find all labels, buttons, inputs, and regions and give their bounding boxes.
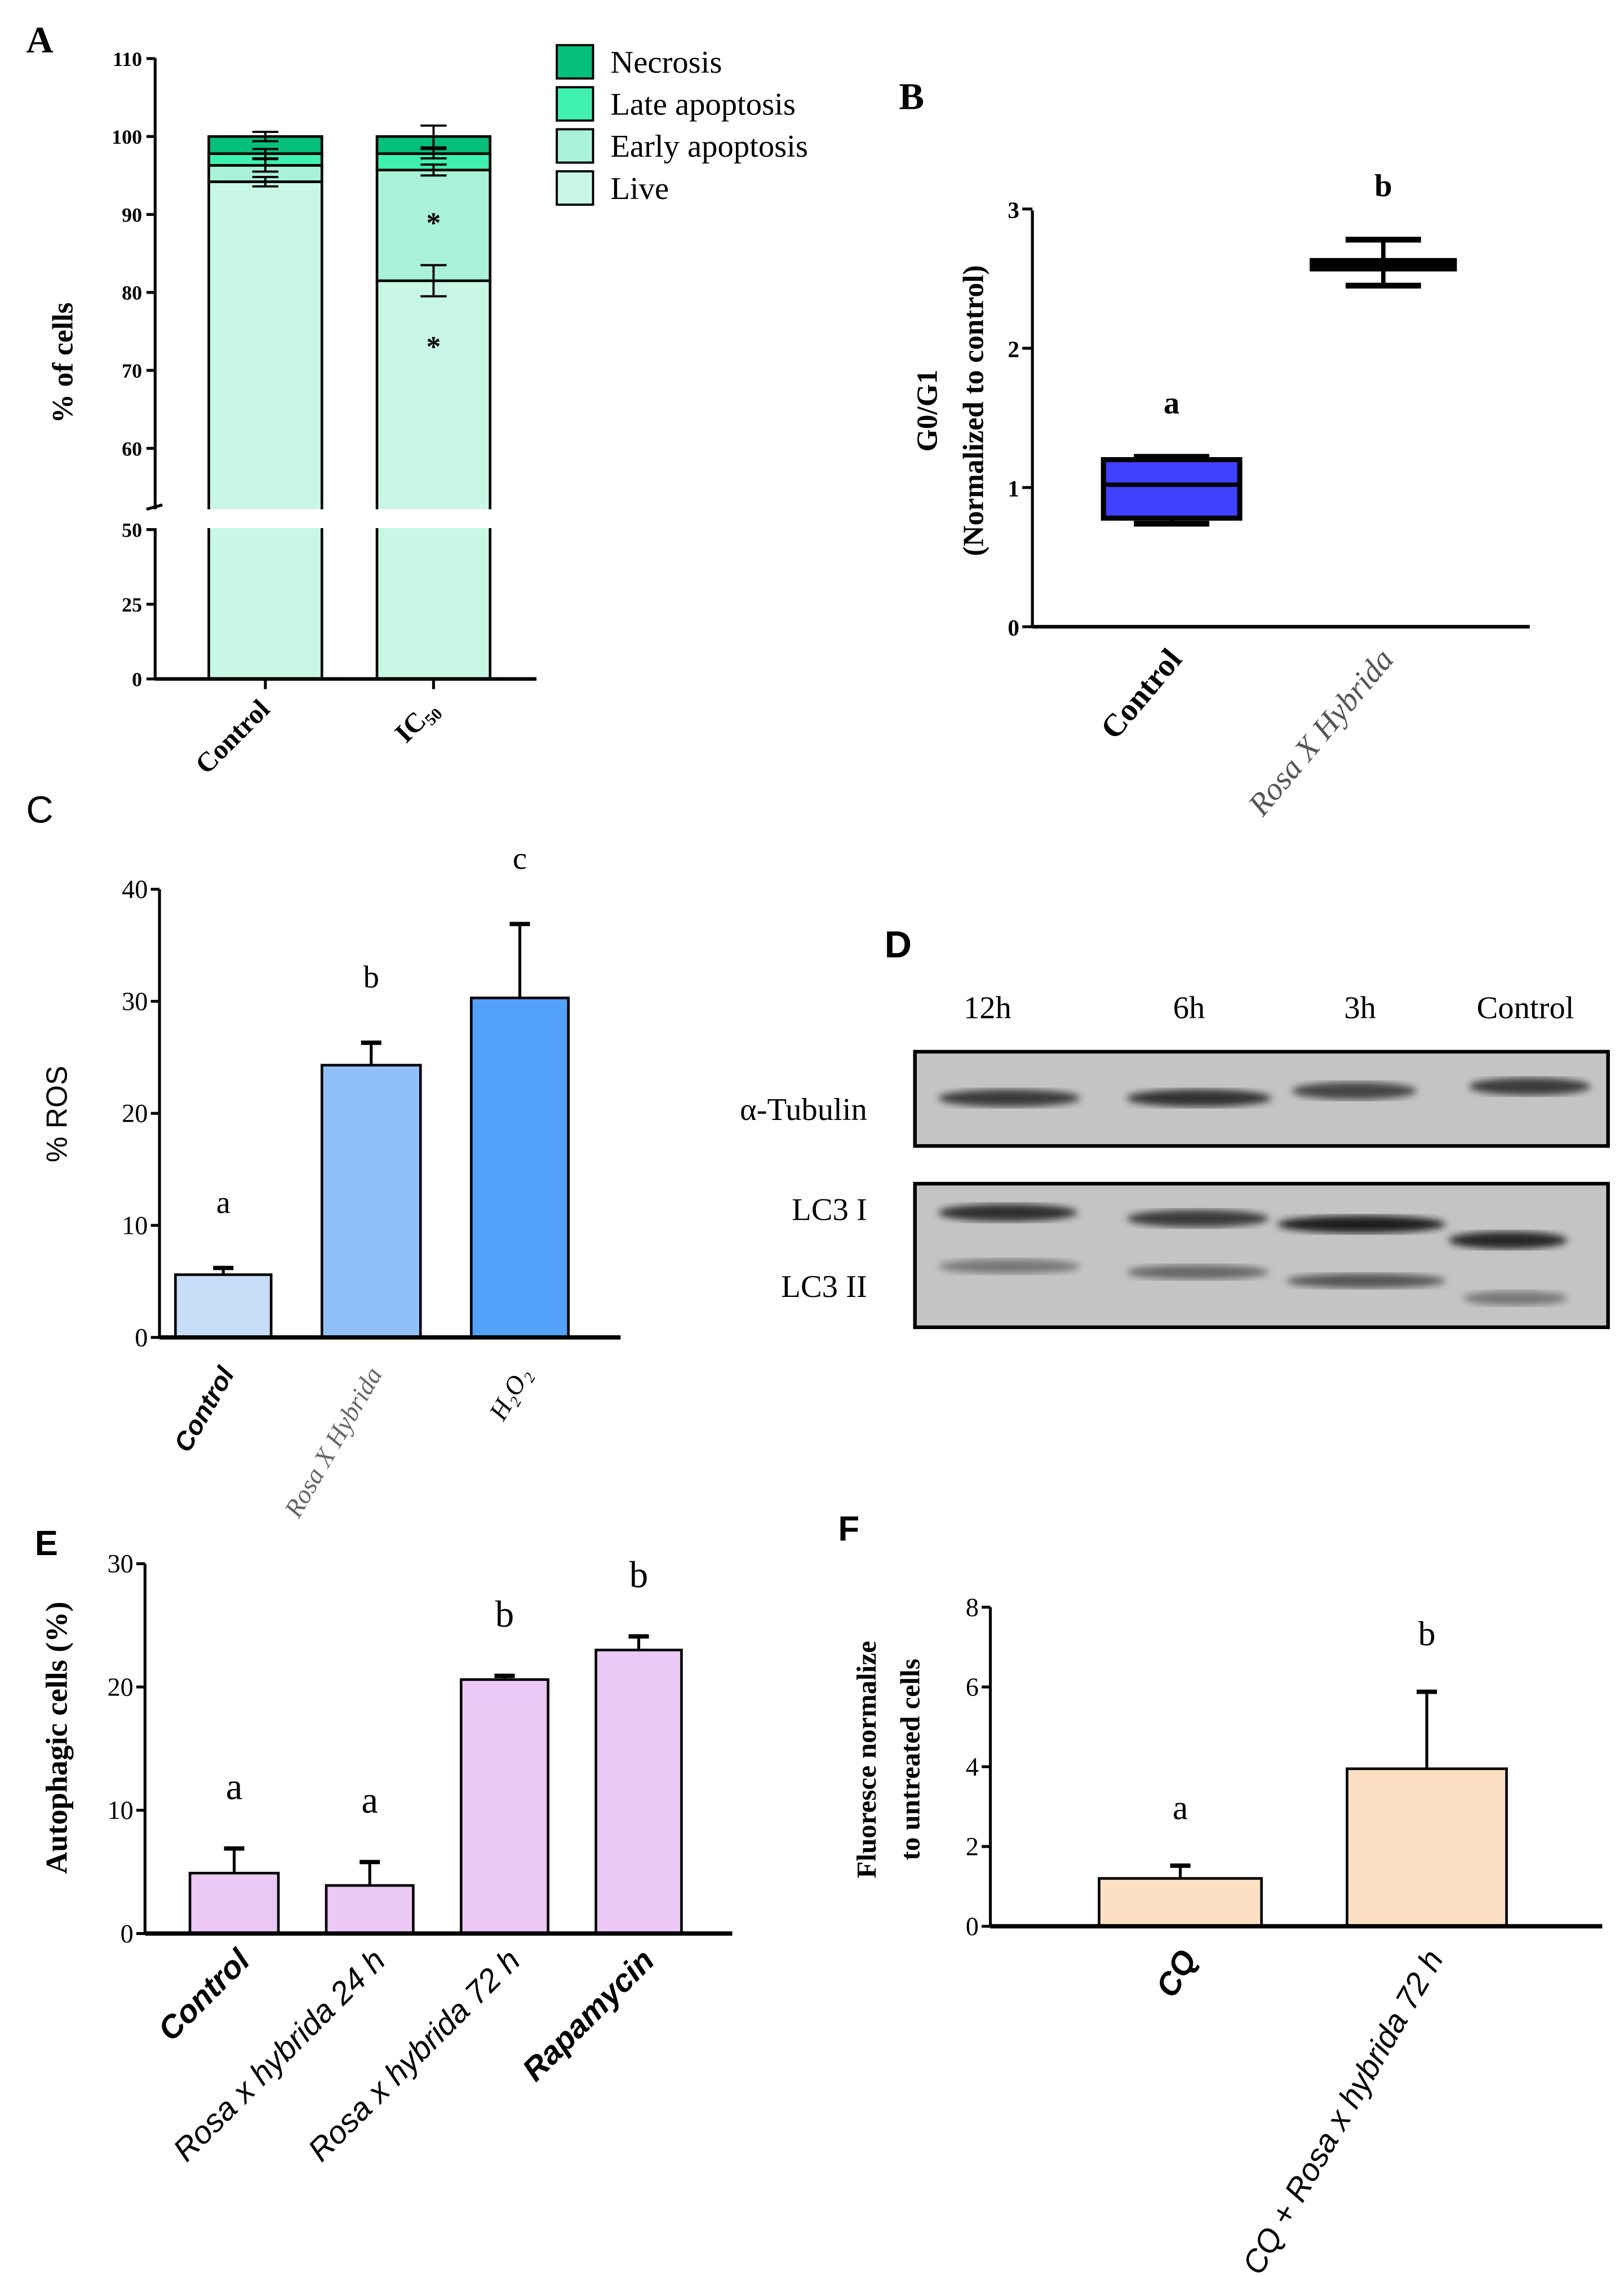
- y-axis-label-line2: to untreated cells: [894, 1659, 925, 1860]
- y-tick-label: 110: [113, 48, 142, 70]
- legend-label: Late apoptosis: [610, 87, 796, 122]
- lane-label: 12h: [964, 991, 1011, 1026]
- band-lc3-i: [1448, 1231, 1568, 1249]
- legend-label: Necrosis: [610, 45, 722, 80]
- bar: [459, 1678, 549, 1935]
- y-axis-label: Autophagic cells (%): [39, 1601, 73, 1874]
- legend-swatch: [556, 128, 594, 164]
- y-tick-label: 4: [966, 1753, 979, 1782]
- y-tick-label: 80: [122, 282, 142, 304]
- y-axis-label-line2: (Normalized to control): [958, 265, 990, 556]
- significance-letter: a: [226, 1766, 243, 1808]
- y-tick-label: 40: [122, 875, 148, 904]
- y-axis-label: % ROS: [40, 1066, 73, 1163]
- band-lc3-ii: [938, 1259, 1081, 1274]
- band-tubulin: [1292, 1082, 1417, 1100]
- legend-label: Early apoptosis: [610, 129, 808, 164]
- legend-swatch: [556, 170, 594, 206]
- y-tick-label: 0: [1008, 614, 1019, 640]
- bar-segment-live: [207, 180, 323, 680]
- bar: [325, 1884, 415, 1935]
- panel-letter-f: F: [838, 1509, 859, 1548]
- panel-letter-d: D: [885, 924, 912, 966]
- band-lc3-i: [938, 1204, 1077, 1221]
- y-axis-label-line1: Fluoresce normalize: [851, 1641, 882, 1878]
- bar: [174, 1273, 273, 1339]
- row-label-lc3-i: LC3 I: [792, 1192, 867, 1227]
- y-tick-label: 10: [107, 1796, 133, 1825]
- y-tick-label: 0: [132, 668, 142, 690]
- lane-label: 3h: [1344, 991, 1376, 1026]
- y-tick-label: 20: [122, 1100, 148, 1128]
- bar: [1098, 1877, 1263, 1928]
- y-tick-label: 25: [122, 594, 142, 616]
- bar: [188, 1871, 280, 1935]
- y-tick-label: 8: [966, 1593, 979, 1622]
- y-tick-label: 30: [122, 988, 148, 1016]
- y-tick-label: 20: [107, 1673, 133, 1702]
- y-tick-label: 70: [122, 360, 142, 382]
- legend-swatch: [556, 44, 594, 80]
- y-tick-label: 30: [107, 1550, 133, 1579]
- bar: [320, 1064, 422, 1339]
- significance-letter: a: [216, 1185, 230, 1220]
- band-tubulin: [938, 1089, 1081, 1107]
- y-tick-label: 6: [966, 1673, 979, 1702]
- significance-letter: b: [495, 1593, 514, 1635]
- row-label-lc3-ii: LC3 II: [781, 1269, 867, 1304]
- significance-letter: a: [1173, 1789, 1188, 1827]
- significance-asterisk: *: [427, 331, 441, 363]
- y-tick-label: 100: [112, 126, 142, 148]
- y-tick-label: 10: [122, 1211, 148, 1240]
- band-lc3-ii: [1286, 1273, 1446, 1288]
- bar: [469, 997, 570, 1339]
- box: [1101, 457, 1243, 521]
- band-lc3-i: [1277, 1215, 1446, 1233]
- y-tick-label: 0: [121, 1920, 134, 1949]
- axis-break-gap: [159, 509, 551, 528]
- significance-asterisk: *: [427, 207, 441, 240]
- significance-letter: c: [513, 842, 527, 876]
- significance-letter: b: [363, 960, 379, 995]
- significance-letter: b: [1374, 169, 1392, 203]
- y-tick-label: 1: [1008, 475, 1019, 501]
- significance-letter: b: [1418, 1615, 1436, 1653]
- y-tick-label: 50: [122, 519, 142, 541]
- lane-label: Control: [1477, 991, 1574, 1026]
- significance-letter: a: [1164, 386, 1179, 420]
- band-tubulin: [1468, 1078, 1591, 1096]
- band-lc3-i: [1126, 1210, 1269, 1228]
- significance-letter: a: [361, 1779, 378, 1821]
- bar-segment-early-apoptosis: [375, 169, 492, 282]
- band-lc3-ii: [1126, 1265, 1269, 1279]
- y-axis-label: % of cells: [47, 302, 79, 423]
- bar: [594, 1649, 683, 1935]
- band-tubulin: [1126, 1089, 1272, 1107]
- panel-letter-e: E: [35, 1524, 58, 1563]
- y-tick-label: 3: [1008, 197, 1019, 223]
- y-tick-label: 2: [966, 1832, 979, 1861]
- bar: [1346, 1767, 1508, 1928]
- y-tick-label: 60: [122, 437, 142, 460]
- significance-letter: b: [629, 1554, 648, 1596]
- y-axis-label-line1: G0/G1: [911, 370, 943, 452]
- y-tick-label: 90: [122, 203, 142, 226]
- panel-letter-a: A: [26, 19, 53, 61]
- y-tick-label: 0: [966, 1912, 979, 1941]
- legend-swatch: [556, 86, 594, 122]
- axis-break-mark: [146, 503, 163, 511]
- row-label-alpha-tubulin: α-Tubulin: [740, 1092, 867, 1127]
- y-tick-label: 2: [1008, 336, 1019, 362]
- legend-label: Live: [610, 171, 669, 206]
- y-tick-label: 0: [135, 1323, 148, 1352]
- panel-letter-c: C: [26, 789, 53, 831]
- panel-d-western-blot: 12h 6h 3h Control α-Tubulin LC3 I LC3 II: [740, 991, 1610, 1330]
- lane-label: 6h: [1173, 991, 1205, 1026]
- panel-letter-b: B: [899, 76, 924, 117]
- band-lc3-ii: [1463, 1291, 1568, 1306]
